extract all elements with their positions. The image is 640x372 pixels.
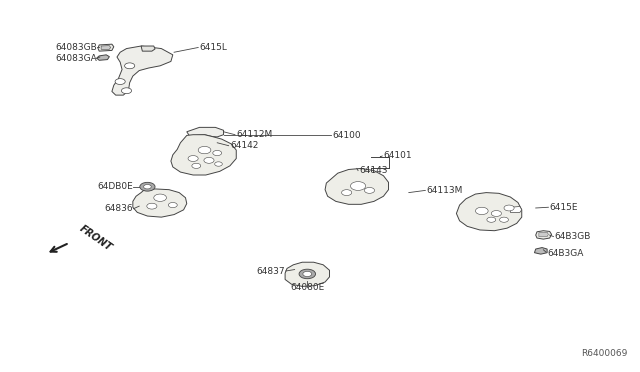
Circle shape	[125, 63, 135, 69]
Text: 64100: 64100	[333, 131, 362, 140]
Circle shape	[122, 88, 132, 94]
Polygon shape	[285, 262, 330, 286]
Polygon shape	[325, 169, 388, 204]
Circle shape	[154, 194, 166, 201]
Polygon shape	[187, 127, 223, 137]
Text: 64143: 64143	[359, 166, 388, 175]
Circle shape	[351, 182, 365, 190]
Text: 64B3GB: 64B3GB	[555, 232, 591, 241]
Circle shape	[147, 203, 157, 209]
Text: 64B3GA: 64B3GA	[547, 249, 584, 258]
Text: 6415L: 6415L	[200, 43, 227, 52]
Circle shape	[214, 162, 222, 166]
Circle shape	[487, 217, 496, 222]
Text: 64113M: 64113M	[427, 186, 463, 195]
Circle shape	[204, 157, 214, 163]
Text: 64080E: 64080E	[290, 283, 324, 292]
Text: 64836: 64836	[104, 204, 133, 213]
Text: 64083GB: 64083GB	[55, 43, 97, 52]
Circle shape	[192, 163, 201, 169]
Circle shape	[299, 269, 316, 279]
Polygon shape	[141, 46, 155, 51]
Polygon shape	[539, 232, 548, 237]
Polygon shape	[536, 231, 552, 239]
Polygon shape	[112, 46, 173, 95]
Text: 64101: 64101	[383, 151, 412, 160]
Polygon shape	[456, 193, 522, 231]
Polygon shape	[98, 44, 114, 51]
Circle shape	[303, 272, 312, 276]
Circle shape	[342, 190, 352, 196]
Polygon shape	[171, 135, 236, 175]
Circle shape	[364, 187, 374, 193]
Polygon shape	[101, 46, 111, 49]
Circle shape	[476, 207, 488, 215]
Text: 64DB0E: 64DB0E	[97, 182, 133, 191]
Circle shape	[504, 205, 514, 211]
Polygon shape	[534, 247, 547, 254]
Circle shape	[140, 182, 155, 191]
Text: 64112M: 64112M	[236, 130, 273, 139]
Text: 64142: 64142	[230, 141, 259, 150]
Text: 6415E: 6415E	[550, 203, 578, 212]
Circle shape	[115, 78, 125, 84]
Circle shape	[198, 147, 211, 154]
Circle shape	[492, 211, 502, 217]
Polygon shape	[133, 189, 187, 217]
Circle shape	[212, 150, 221, 155]
Circle shape	[168, 202, 177, 208]
Circle shape	[188, 155, 198, 161]
Text: 64837: 64837	[257, 266, 285, 276]
Polygon shape	[97, 55, 109, 60]
Polygon shape	[510, 206, 522, 212]
Text: 64083GA: 64083GA	[55, 54, 97, 63]
Text: R6400069: R6400069	[581, 349, 628, 358]
Circle shape	[500, 217, 508, 222]
Circle shape	[143, 185, 151, 189]
Text: FRONT: FRONT	[77, 223, 114, 253]
